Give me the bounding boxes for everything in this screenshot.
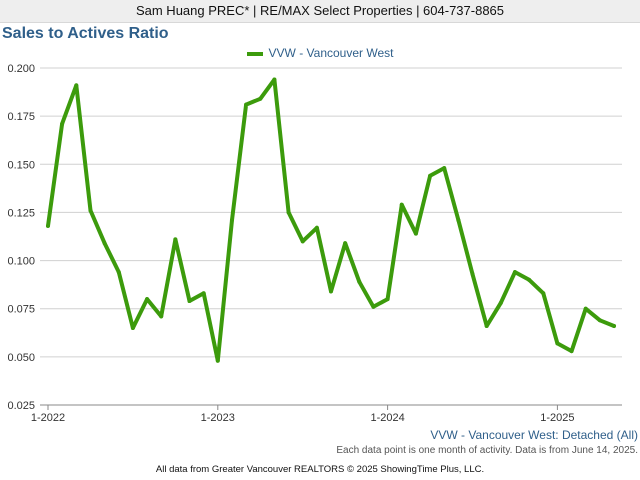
y-tick-label: 0.100 (7, 256, 35, 268)
data-point (215, 358, 220, 363)
data-point (583, 306, 588, 311)
data-point (272, 77, 277, 82)
data-point (314, 225, 319, 230)
data-point (74, 83, 79, 88)
data-point (173, 237, 178, 242)
x-tick-label: 1-2025 (540, 412, 574, 424)
x-tick-label: 1-2022 (31, 412, 65, 424)
data-note: Each data point is one month of activity… (336, 445, 638, 456)
data-point (187, 299, 192, 304)
data-point (88, 208, 93, 213)
data-point (399, 202, 404, 207)
data-point (145, 297, 150, 302)
data-point (555, 341, 560, 346)
data-point (484, 324, 489, 329)
series-line (46, 77, 616, 363)
data-point (371, 304, 376, 309)
data-point (244, 102, 249, 107)
data-point (130, 325, 135, 330)
data-point (102, 241, 107, 246)
data-point (385, 297, 390, 302)
data-point (541, 291, 546, 296)
header-text: Sam Huang PREC* | RE/MAX Select Properti… (135, 3, 505, 18)
data-point (357, 279, 362, 284)
x-tick-label: 1-2024 (370, 412, 404, 424)
y-tick-label: 0.200 (7, 63, 35, 75)
data-point (329, 289, 333, 294)
data-point (286, 210, 291, 215)
data-point (428, 173, 433, 178)
legend-label: VVW - Vancouver West (268, 46, 394, 60)
data-point (258, 96, 263, 101)
legend-swatch (246, 51, 263, 56)
y-tick-label: 0.150 (7, 159, 35, 171)
y-tick-label: 0.175 (7, 111, 35, 123)
data-point (159, 314, 164, 319)
data-point (498, 300, 503, 305)
data-point (612, 324, 616, 329)
chart-title: Sales to Actives Ratio (2, 25, 169, 42)
data-point (456, 218, 461, 223)
x-tick-label: 1-2023 (201, 412, 235, 424)
data-point (343, 241, 348, 246)
y-tick-label: 0.125 (7, 207, 35, 219)
header-bar: Sam Huang PREC* | RE/MAX Select Properti… (0, 0, 640, 23)
data-point (527, 277, 532, 282)
data-point (470, 272, 475, 277)
data-point (46, 223, 50, 228)
chart-legend[interactable]: VVW - Vancouver West (0, 46, 640, 60)
series-caption: VVW - Vancouver West: Detached (All) (430, 428, 638, 442)
footer-credit: All data from Greater Vancouver REALTORS… (155, 464, 485, 475)
data-point (512, 270, 517, 275)
data-point (597, 318, 602, 323)
y-tick-label: 0.050 (7, 352, 35, 364)
data-point (229, 218, 234, 223)
data-point (201, 291, 206, 296)
data-point (116, 270, 121, 275)
data-point (60, 121, 65, 126)
y-tick-label: 0.075 (7, 304, 35, 316)
data-point (442, 166, 447, 171)
y-tick-label: 0.025 (7, 400, 35, 412)
data-point (413, 231, 418, 236)
data-point (569, 349, 574, 354)
data-point (300, 239, 305, 244)
